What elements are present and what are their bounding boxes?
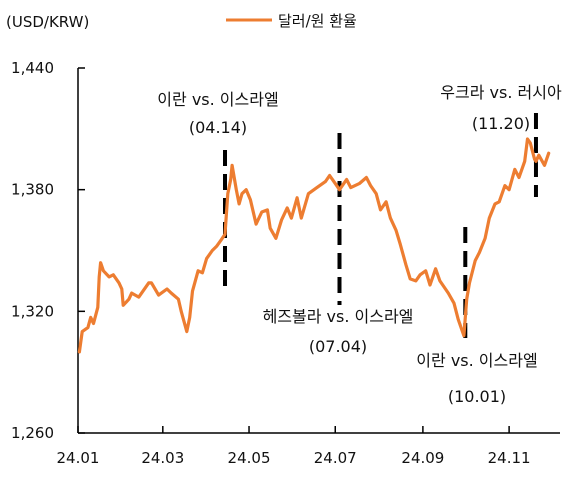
x-axis: 24.01 24.03 24.05 24.07 24.09 24.11 <box>57 426 560 467</box>
x-tick-label: 24.05 <box>228 449 271 467</box>
y-tick-label: 1,260 <box>11 424 54 442</box>
exchange-rate-line <box>77 137 551 354</box>
event-date-label: (10.01) <box>448 387 506 406</box>
x-tick-label: 24.03 <box>141 449 184 467</box>
event-label: 우크라 vs. 러시아 <box>440 83 562 102</box>
y-tick-label: 1,380 <box>11 181 54 199</box>
x-tick-label: 24.07 <box>314 449 357 467</box>
event-date-label: (04.14) <box>189 118 247 137</box>
legend: 달러/원 환율 <box>226 12 357 30</box>
x-tick-label: 24.01 <box>57 449 100 467</box>
event-label: 헤즈볼라 vs. 이스라엘 <box>263 307 414 326</box>
event-markers: 이란 vs. 이스라엘 (04.14) 헤즈볼라 vs. 이스라엘 (07.04) 이란… <box>157 83 562 406</box>
y-tick-label: 1,320 <box>11 302 54 320</box>
event-label: 이란 vs. 이스라엘 <box>157 90 278 109</box>
y-tick-label: 1,440 <box>11 59 54 77</box>
x-tick-label: 24.11 <box>488 449 531 467</box>
x-tick-label: 24.09 <box>401 449 444 467</box>
event-date-label: (11.20) <box>472 114 530 133</box>
event-date-label: (07.04) <box>309 337 367 356</box>
legend-label: 달러/원 환율 <box>278 12 357 30</box>
event-label: 이란 vs. 이스라엘 <box>416 351 537 370</box>
y-axis-unit-label: (USD/KRW) <box>6 13 89 31</box>
y-axis: 1,260 1,320 1,380 1,440 <box>11 59 85 442</box>
